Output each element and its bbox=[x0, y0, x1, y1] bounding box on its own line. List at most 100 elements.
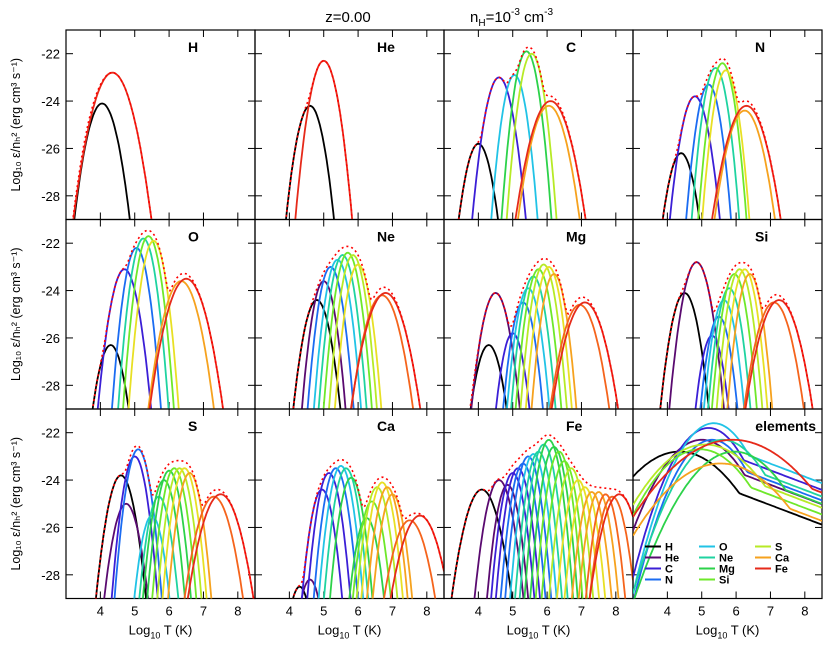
y-tick-label: -26 bbox=[41, 141, 60, 156]
ion-curve bbox=[146, 469, 192, 599]
panel-ne: Ne bbox=[254, 218, 445, 410]
ion-curve bbox=[333, 263, 383, 409]
element-curve-c bbox=[633, 427, 822, 578]
legend-label: N bbox=[665, 575, 673, 587]
panel-s: 4 5 6 7 8 Log10 T (K) -22 -24 -26 -28 Log₁₀ ε/nₕ² … bbox=[9, 408, 256, 641]
ion-curve bbox=[312, 258, 362, 409]
ion-curve bbox=[148, 277, 224, 409]
panel-title: Ca bbox=[377, 418, 395, 434]
ion-curve bbox=[701, 69, 751, 220]
ion-curve bbox=[133, 514, 171, 599]
y-tick-label: -22 bbox=[41, 426, 60, 441]
ion-curve bbox=[389, 514, 444, 599]
x-tick-label: 5 bbox=[131, 604, 138, 619]
ion-curve bbox=[710, 273, 758, 409]
panel-frame bbox=[443, 29, 634, 221]
density-eq: =10 bbox=[486, 9, 511, 26]
y-tick-label: -28 bbox=[41, 378, 60, 393]
ion-curve bbox=[294, 59, 354, 220]
panel-title: H bbox=[188, 39, 198, 55]
y-tick-label: -22 bbox=[41, 47, 60, 62]
ion-curve bbox=[138, 495, 180, 599]
y-tick-label: -24 bbox=[41, 284, 60, 299]
ion-curve bbox=[300, 488, 344, 599]
ion-curve bbox=[73, 102, 131, 220]
ion-curve bbox=[473, 479, 525, 599]
element-curve-fe bbox=[633, 438, 822, 518]
ion-curve bbox=[122, 235, 175, 409]
x-tick-label: 8 bbox=[234, 604, 241, 619]
panel-h: -22 -24 -26 -28 Log₁₀ ε/nₕ² (erg cm³ s⁻¹) H bbox=[9, 29, 256, 221]
ion-curve bbox=[699, 315, 739, 409]
element-curve-mg bbox=[633, 450, 822, 599]
panel-title: S bbox=[188, 418, 197, 434]
legend-label: Fe bbox=[775, 564, 788, 576]
ion-curve bbox=[519, 263, 568, 409]
ion-curve bbox=[113, 448, 163, 599]
total-cooling-curve bbox=[457, 46, 587, 220]
y-tick-label: -28 bbox=[41, 189, 60, 204]
panel-frame bbox=[632, 29, 823, 221]
ion-curve bbox=[588, 495, 633, 599]
y-axis-label: Log₁₀ ε/nₕ² (erg cm³ s⁻¹) bbox=[9, 437, 23, 571]
x-tick-label: 7 bbox=[767, 604, 774, 619]
y-tick-label: -26 bbox=[41, 331, 60, 346]
element-curve-n bbox=[633, 438, 822, 599]
ion-curve bbox=[685, 83, 732, 220]
ion-curve bbox=[548, 467, 595, 599]
ion-curve bbox=[91, 344, 130, 409]
panel-title: O bbox=[188, 229, 199, 245]
total-cooling-curve bbox=[95, 444, 255, 599]
ion-curve bbox=[523, 438, 575, 599]
ion-curve bbox=[534, 450, 584, 599]
ion-curve bbox=[141, 479, 186, 599]
x-tick-label: 6 bbox=[543, 604, 550, 619]
ion-curve bbox=[72, 71, 153, 220]
ion-curve bbox=[317, 254, 368, 409]
density-unit-exp: -3 bbox=[544, 7, 553, 18]
ion-curve bbox=[312, 467, 359, 599]
ion-curve bbox=[471, 76, 527, 220]
ion-curve bbox=[530, 273, 578, 409]
x-tick-label: 5 bbox=[698, 604, 705, 619]
panel-title: Si bbox=[755, 229, 768, 245]
panel-o: -22 -24 -26 -28 Log₁₀ ε/nₕ² (erg cm³ s⁻¹) O bbox=[9, 218, 256, 410]
y-axis-label: Log₁₀ ε/nₕ² (erg cm³ s⁻¹) bbox=[9, 58, 23, 192]
ion-curve bbox=[584, 493, 627, 599]
panel-frame bbox=[65, 29, 256, 221]
ion-curve bbox=[183, 495, 244, 599]
legend-label: Ca bbox=[775, 553, 790, 565]
ion-curve bbox=[715, 268, 764, 409]
ion-curve bbox=[147, 280, 215, 409]
x-tick-label: 4 bbox=[286, 604, 293, 619]
total-cooling-curve bbox=[659, 261, 814, 409]
panel-si: Si bbox=[632, 218, 823, 410]
redshift-label: z=0.00 bbox=[325, 9, 370, 26]
y-tick-label: -28 bbox=[41, 568, 60, 583]
ion-curve bbox=[350, 291, 422, 409]
x-tick-label: 5 bbox=[320, 604, 327, 619]
ion-curve bbox=[697, 62, 748, 220]
ion-curve bbox=[506, 287, 551, 409]
ion-curve bbox=[726, 273, 774, 409]
ion-curve bbox=[348, 517, 385, 599]
x-tick-label: 4 bbox=[664, 604, 671, 619]
ion-curve bbox=[457, 142, 499, 220]
ion-curve bbox=[549, 303, 611, 409]
ion-curve bbox=[355, 486, 399, 599]
ion-curve bbox=[366, 486, 409, 599]
x-tick-label: 8 bbox=[612, 604, 619, 619]
y-axis-label: Log₁₀ ε/nₕ² (erg cm³ s⁻¹) bbox=[9, 247, 23, 381]
panel-title: Mg bbox=[566, 229, 586, 245]
ion-curve bbox=[323, 467, 370, 599]
x-tick-label: 6 bbox=[354, 604, 361, 619]
ion-curve bbox=[360, 481, 404, 599]
ion-curve bbox=[514, 268, 563, 409]
panel-ca: 4 5 6 7 8 Log10 T (K) Ca bbox=[254, 408, 445, 641]
panel-frame bbox=[254, 408, 445, 600]
legend-label: Ne bbox=[719, 553, 733, 565]
ion-curve bbox=[494, 467, 541, 599]
panel-fe: 4 5 6 7 8 Log10 T (K) Fe bbox=[443, 408, 634, 641]
